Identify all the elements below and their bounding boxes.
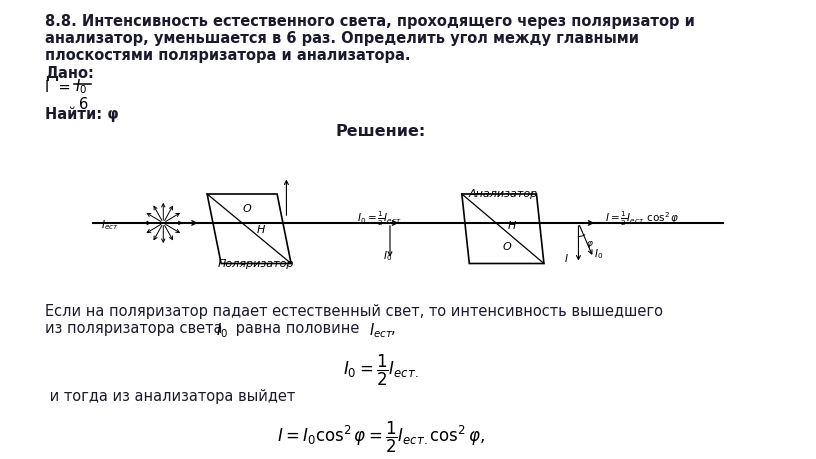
Text: O: O	[242, 203, 251, 213]
Text: из поляризатора света: из поляризатора света	[45, 321, 227, 336]
Text: $I_0 = \dfrac{1}{2}I_{ест.}$: $I_0 = \dfrac{1}{2}I_{ест.}$	[343, 352, 419, 386]
Text: H: H	[256, 224, 265, 234]
Text: $I=\frac{1}{2}I_{ест.}\cos^2\varphi$: $I=\frac{1}{2}I_{ест.}\cos^2\varphi$	[605, 209, 679, 227]
Text: Анализатор: Анализатор	[468, 189, 538, 199]
Text: $I_0$: $I_0$	[594, 246, 604, 260]
Text: I  =: I =	[45, 80, 70, 95]
Text: H: H	[508, 220, 516, 230]
Text: O: O	[502, 241, 511, 252]
Text: $I = I_0\cos^2\varphi = \dfrac{1}{2}I_{ест.}\cos^2\varphi,$: $I = I_0\cos^2\varphi = \dfrac{1}{2}I_{е…	[277, 419, 485, 454]
Text: $I$: $I$	[565, 252, 569, 264]
Text: $I_0$: $I_0$	[383, 248, 392, 262]
Text: ,: ,	[391, 321, 396, 336]
Text: $I_0$: $I_0$	[74, 77, 86, 96]
Text: $I_0$: $I_0$	[216, 321, 228, 339]
Text: Поляризатор: Поляризатор	[218, 259, 295, 269]
Text: $I_0=\frac{1}{2}I_{ест.}$: $I_0=\frac{1}{2}I_{ест.}$	[357, 209, 403, 227]
Text: Дано:: Дано:	[45, 66, 94, 80]
Text: $I_{ест}$: $I_{ест}$	[100, 218, 118, 231]
Text: равна половине: равна половине	[232, 321, 365, 336]
Text: и тогда из анализатора выйдет: и тогда из анализатора выйдет	[45, 388, 295, 403]
Text: $I_{ест}$: $I_{ест}$	[369, 321, 393, 339]
Text: 8.8. Интенсивность естественного света, проходящего через поляризатор и: 8.8. Интенсивность естественного света, …	[45, 13, 694, 28]
Text: 6: 6	[79, 96, 89, 111]
Text: Решение:: Решение:	[335, 123, 426, 138]
Text: Если на поляризатор падает естественный свет, то интенсивность вышедшего: Если на поляризатор падает естественный …	[45, 303, 663, 319]
Text: Найти: φ: Найти: φ	[45, 106, 118, 122]
Text: $\varphi$: $\varphi$	[586, 239, 594, 250]
Text: плоскостями поляризатора и анализатора.: плоскостями поляризатора и анализатора.	[45, 48, 410, 63]
Text: анализатор, уменьшается в 6 раз. Определить угол между главными: анализатор, уменьшается в 6 раз. Определ…	[45, 31, 639, 46]
